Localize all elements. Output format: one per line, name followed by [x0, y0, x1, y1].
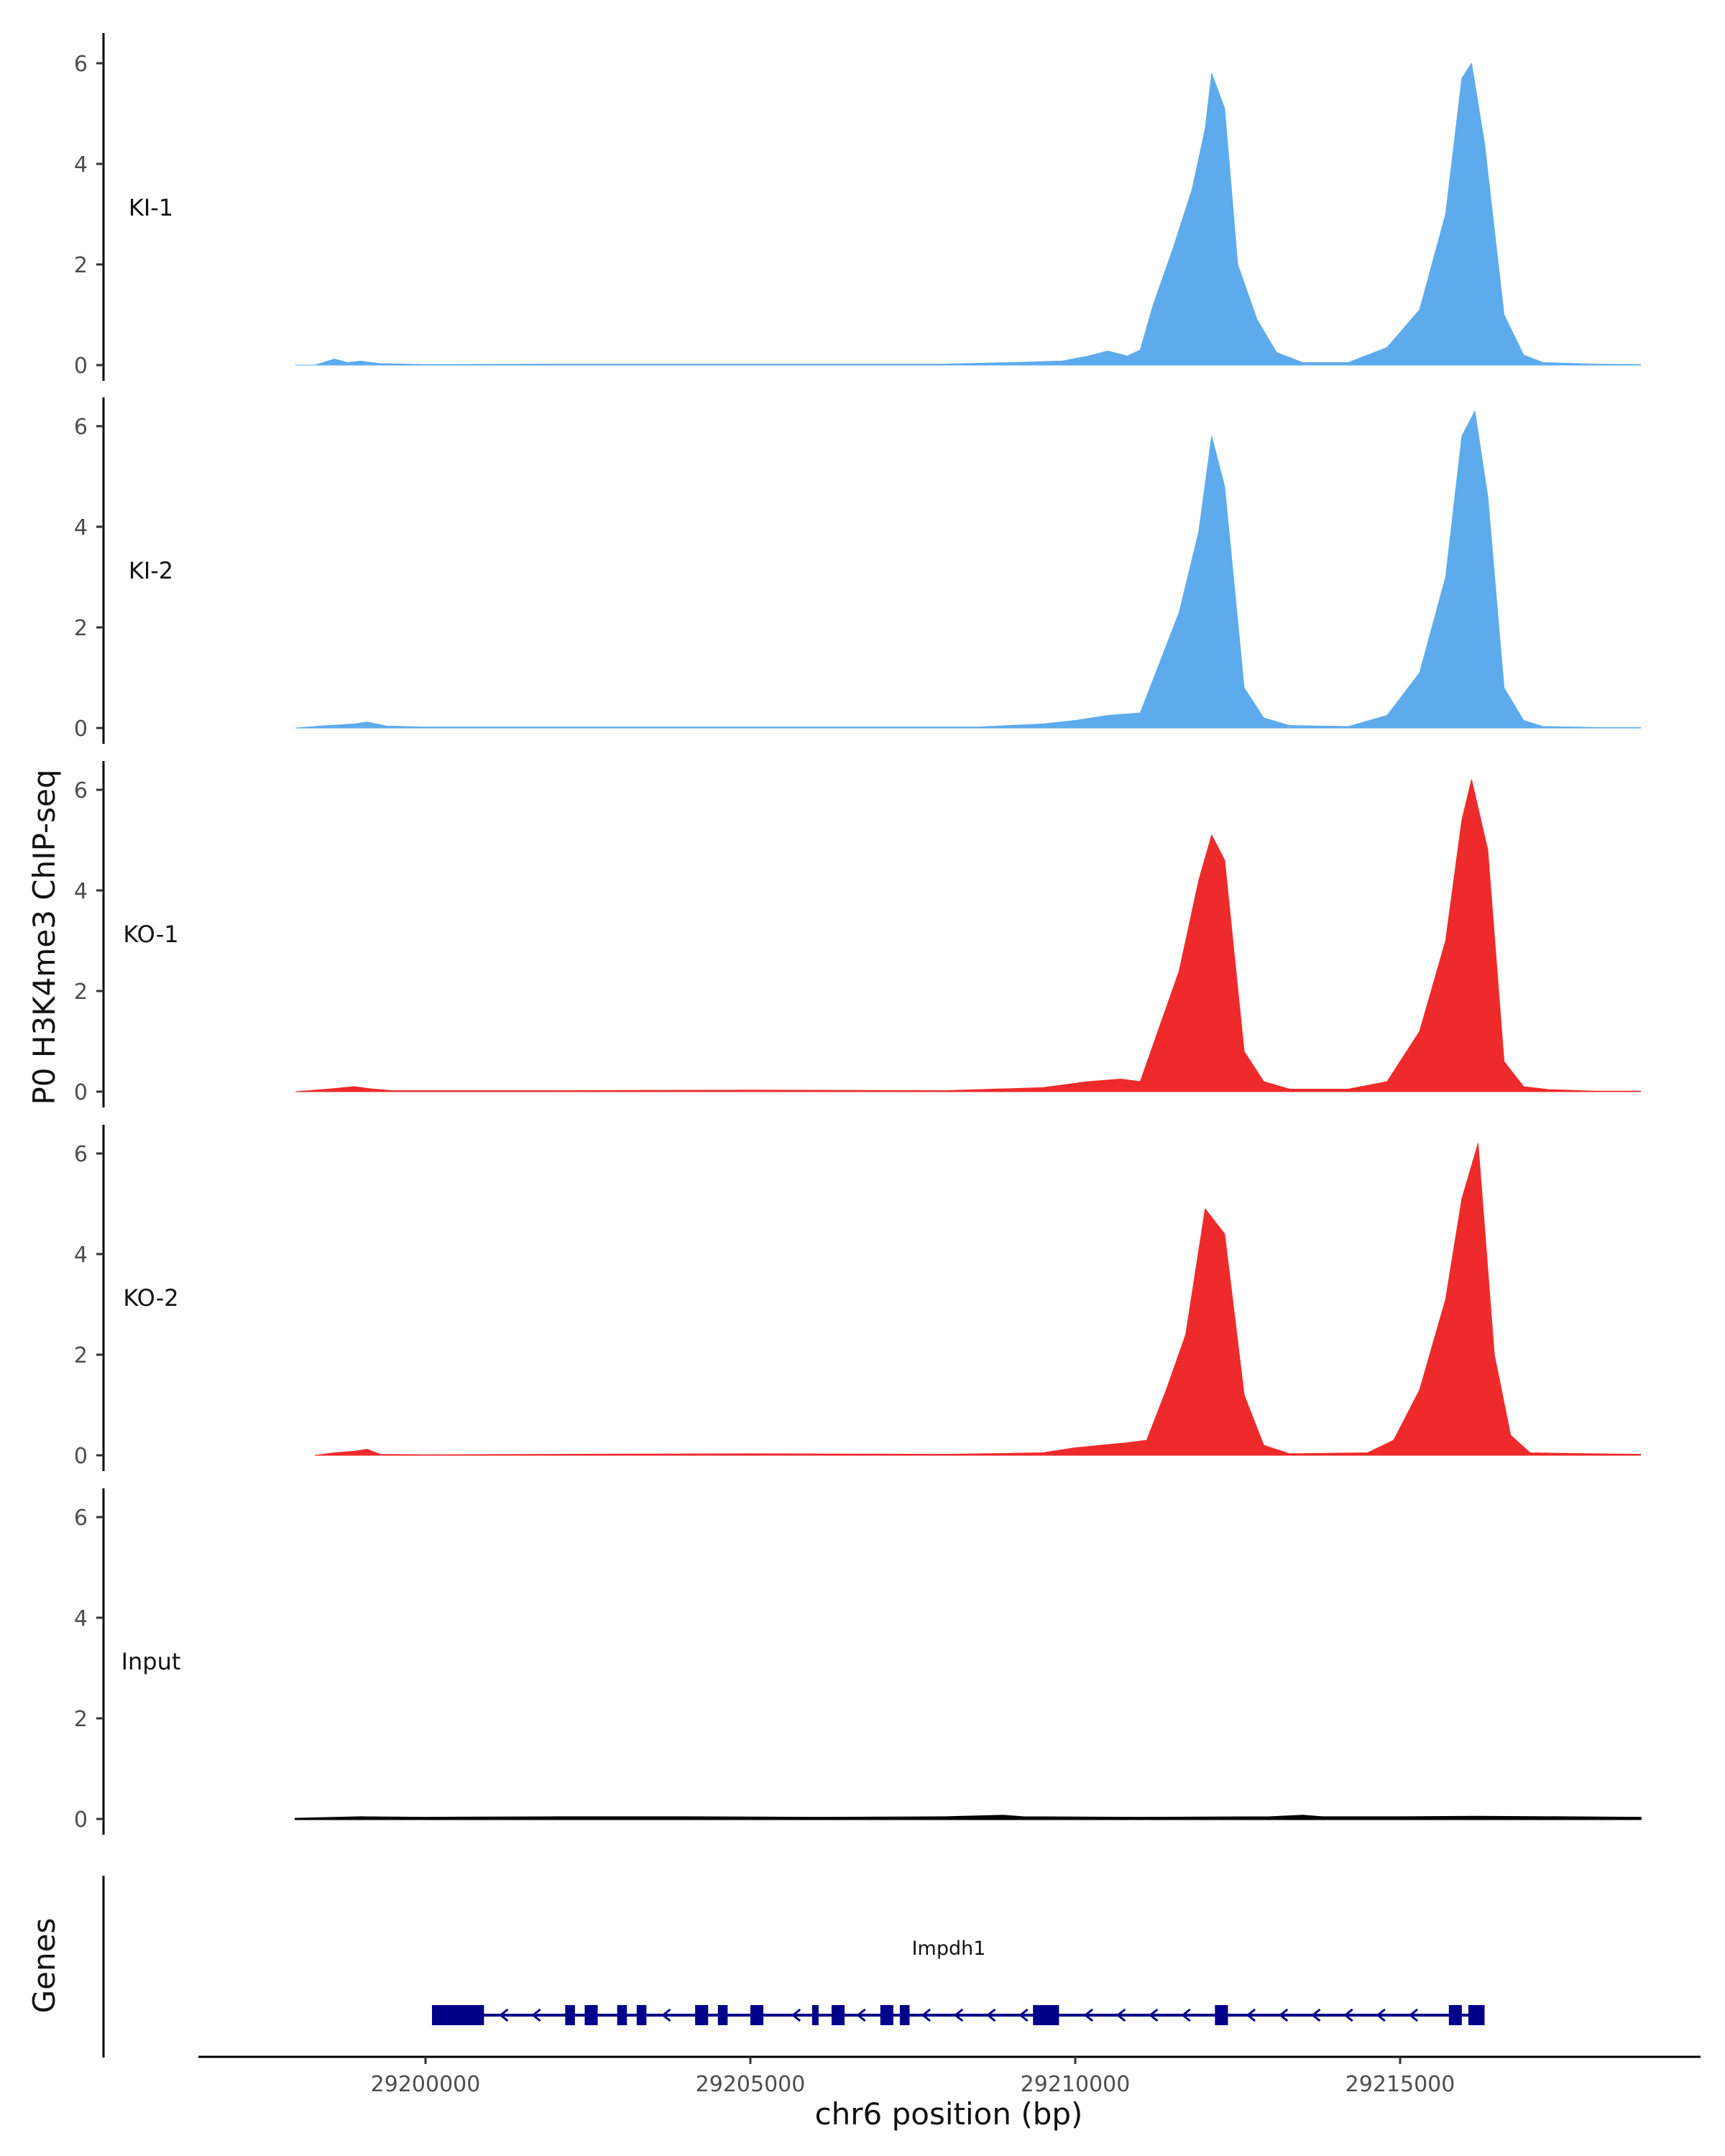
y-tick-label: 2 — [74, 980, 88, 1005]
y-tick-label: 0 — [74, 354, 88, 379]
x-axis-ticks: 29200000 29205000 29210000 29215000 — [371, 2057, 1455, 2097]
y-tick-label: 0 — [74, 717, 88, 742]
track-ki-1: 0 2 4 6 KI-1 — [74, 33, 1641, 381]
strand-arrow-icon — [986, 2008, 996, 2022]
x-tick-label: 29210000 — [1021, 2072, 1131, 2097]
strand-arrow-icon — [1246, 2008, 1256, 2022]
strand-arrow-icon — [1116, 2008, 1126, 2022]
exon — [617, 2005, 627, 2025]
exon — [899, 2005, 910, 2025]
track-ki-2: 0 2 4 6 KI-2 — [74, 397, 1641, 744]
strand-arrow-icon — [921, 2008, 932, 2022]
track-input: 0 2 4 6 Input — [74, 1488, 1642, 1835]
y-tick-label: 6 — [74, 778, 88, 803]
strand-arrow-icon — [1181, 2008, 1191, 2022]
exon — [432, 2005, 484, 2025]
signal-area-ki-1 — [295, 63, 1641, 366]
exon — [750, 2005, 764, 2025]
track-label: KI-2 — [129, 557, 173, 584]
strand-arrow-icon — [531, 2008, 541, 2022]
y-tick-label: 0 — [74, 1807, 88, 1833]
track-label: KI-1 — [129, 194, 173, 221]
strand-arrow-icon — [856, 2008, 866, 2022]
exon — [1215, 2005, 1228, 2025]
y-tick-label: 2 — [74, 253, 88, 278]
y-tick-label: 6 — [74, 1506, 88, 1531]
strand-arrow-icon — [499, 2008, 509, 2022]
exon — [832, 2005, 845, 2025]
x-tick-label: 29200000 — [371, 2072, 481, 2097]
strand-arrow-icon — [1083, 2008, 1094, 2022]
strand-arrow-icon — [1376, 2008, 1386, 2022]
y-tick-label: 2 — [74, 616, 88, 641]
track-label: Input — [121, 1648, 181, 1675]
signal-area-ko-2 — [314, 1143, 1641, 1456]
y-tick-label: 4 — [74, 515, 88, 540]
y-axis-title: P0 H3K4me3 ChIP-seq — [27, 769, 62, 1105]
exon — [1448, 2005, 1462, 2025]
exon — [717, 2005, 728, 2025]
exon — [1468, 2005, 1485, 2025]
exon — [695, 2005, 709, 2025]
y-tick-label: 4 — [74, 1606, 88, 1631]
y-tick-label: 6 — [74, 415, 88, 440]
y-tick-label: 0 — [74, 1444, 88, 1469]
strand-arrow-icon — [1149, 2008, 1159, 2022]
exon — [565, 2005, 575, 2025]
gene-model-impdh1 — [432, 2005, 1485, 2025]
y-tick-label: 2 — [74, 1343, 88, 1368]
exon — [880, 2005, 893, 2025]
x-tick-label: 29215000 — [1346, 2072, 1455, 2097]
track-ko-1: 0 2 4 6 KO-1 — [74, 761, 1641, 1107]
signal-area-input — [294, 1815, 1642, 1820]
strand-arrow-icon — [1408, 2008, 1419, 2022]
strand-arrow-icon — [791, 2008, 801, 2022]
x-tick-label: 29205000 — [696, 2072, 806, 2097]
track-label: KO-1 — [123, 921, 178, 948]
y-tick-label: 6 — [74, 1142, 88, 1167]
exon — [1033, 2005, 1059, 2025]
strand-arrow-icon — [1311, 2008, 1321, 2022]
signal-area-ki-2 — [295, 410, 1641, 729]
track-label: KO-2 — [123, 1284, 178, 1312]
y-tick-label: 4 — [74, 879, 88, 904]
y-tick-label: 4 — [74, 152, 88, 178]
strand-arrow-icon — [661, 2008, 671, 2022]
y-tick-label: 2 — [74, 1707, 88, 1732]
genes-axis-title: Genes — [27, 1918, 62, 2014]
genes-track: Genes Impdh1 — [27, 1876, 1485, 2058]
y-tick-label: 6 — [74, 52, 88, 77]
strand-arrow-icon — [1278, 2008, 1289, 2022]
signal-tracks: 0 2 4 6 KI-1 0 2 4 6 KI-2 0 2 4 6 KO-1 0 2 4 6 KO-2 0 2 4 6 Inpu… — [74, 33, 1642, 1835]
x-axis-title: chr6 position (bp) — [815, 2096, 1083, 2132]
exon — [811, 2005, 819, 2025]
signal-area-ko-1 — [295, 779, 1641, 1092]
strand-arrow-icon — [1018, 2008, 1029, 2022]
x-axis: 29200000 29205000 29210000 29215000 chr6 po… — [198, 2055, 1701, 2132]
exon — [584, 2005, 598, 2025]
track-ko-2: 0 2 4 6 KO-2 — [74, 1125, 1641, 1471]
y-tick-label: 0 — [74, 1080, 88, 1105]
strand-arrow-icon — [953, 2008, 964, 2022]
gene-name-label: Impdh1 — [912, 1938, 986, 1960]
y-tick-label: 4 — [74, 1243, 88, 1268]
strand-arrow-icon — [1343, 2008, 1353, 2022]
exon — [636, 2005, 647, 2025]
